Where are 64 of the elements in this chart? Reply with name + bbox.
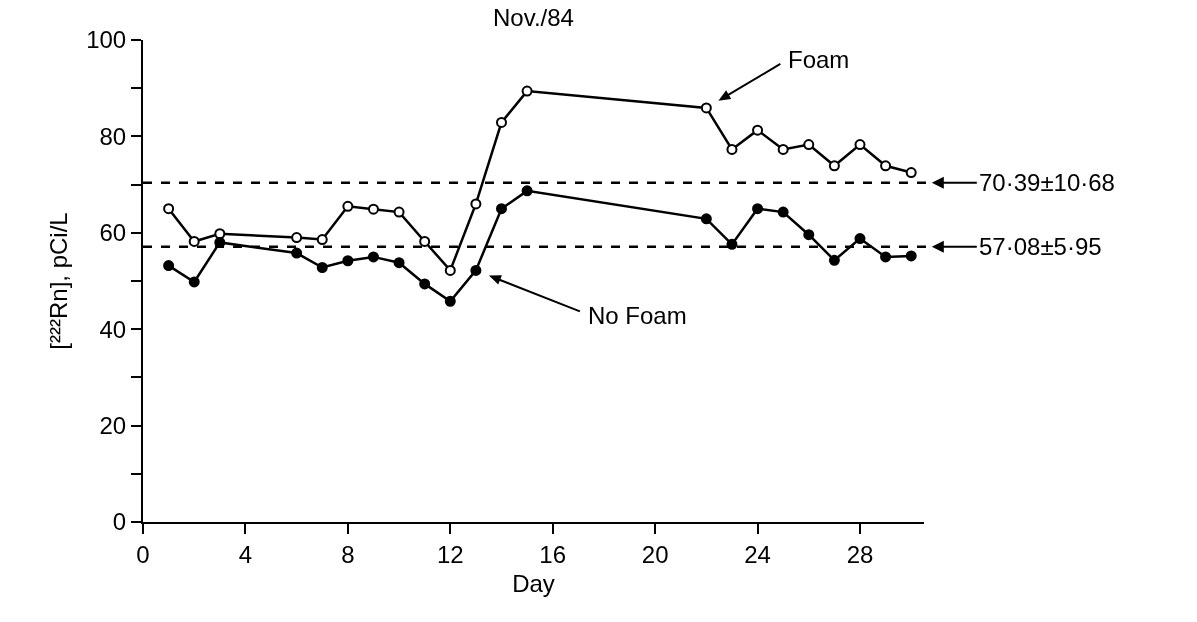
point — [854, 233, 866, 245]
point — [419, 278, 431, 290]
point — [163, 203, 175, 215]
point — [188, 235, 200, 247]
point — [393, 206, 405, 218]
point — [367, 251, 379, 263]
point — [291, 247, 303, 259]
point — [419, 235, 431, 247]
point — [470, 264, 482, 276]
point — [700, 102, 712, 114]
point — [803, 229, 815, 241]
text: Foam — [788, 46, 850, 73]
point — [188, 276, 200, 288]
point — [393, 257, 405, 269]
point — [521, 185, 533, 197]
point — [880, 160, 892, 172]
point — [700, 213, 712, 225]
x-tick-label: 28 — [846, 540, 874, 568]
point — [777, 143, 789, 155]
point — [342, 255, 354, 267]
point — [905, 250, 917, 262]
x-tick-label: 0 — [136, 540, 150, 568]
point — [444, 264, 456, 276]
point — [214, 228, 226, 240]
point — [316, 234, 328, 246]
x-tick-label: 8 — [341, 540, 355, 568]
point — [444, 295, 456, 307]
ref-line-label: 70·39±10·68 — [979, 169, 1115, 196]
point — [495, 203, 507, 215]
x-tick-label: 4 — [238, 540, 253, 568]
x-tick-label: 16 — [539, 540, 567, 568]
point — [163, 260, 175, 272]
point — [905, 167, 917, 179]
y-tick-label: 60 — [99, 219, 127, 247]
x-tick-label: 24 — [744, 540, 771, 568]
point — [316, 262, 328, 273]
y-tick-label: 80 — [99, 122, 127, 150]
point — [291, 232, 303, 244]
y-axis-title: [²²²Rn], pCi/L — [44, 212, 72, 350]
point — [367, 203, 379, 215]
point — [752, 124, 764, 136]
point — [726, 238, 738, 250]
point — [854, 139, 866, 151]
point — [726, 143, 738, 155]
point — [470, 198, 482, 210]
x-tick-label: 20 — [641, 540, 669, 568]
point — [752, 203, 764, 215]
point — [342, 200, 354, 212]
y-tick-label: 0 — [112, 508, 127, 536]
chart-title: Nov./84 — [493, 4, 574, 32]
ref-line-label: 57·08±5·95 — [979, 233, 1102, 260]
point — [828, 254, 840, 266]
point — [777, 206, 789, 218]
point — [880, 251, 892, 263]
point — [828, 160, 840, 172]
text: No Foam — [588, 302, 687, 329]
y-tick-label: 40 — [99, 315, 127, 343]
x-axis-title: Day — [512, 569, 555, 597]
y-tick-label: 20 — [99, 412, 127, 439]
point — [803, 139, 815, 151]
x-tick-label: 12 — [436, 540, 464, 568]
point — [521, 85, 533, 97]
y-tick-label: 100 — [86, 26, 127, 54]
point — [495, 116, 507, 128]
